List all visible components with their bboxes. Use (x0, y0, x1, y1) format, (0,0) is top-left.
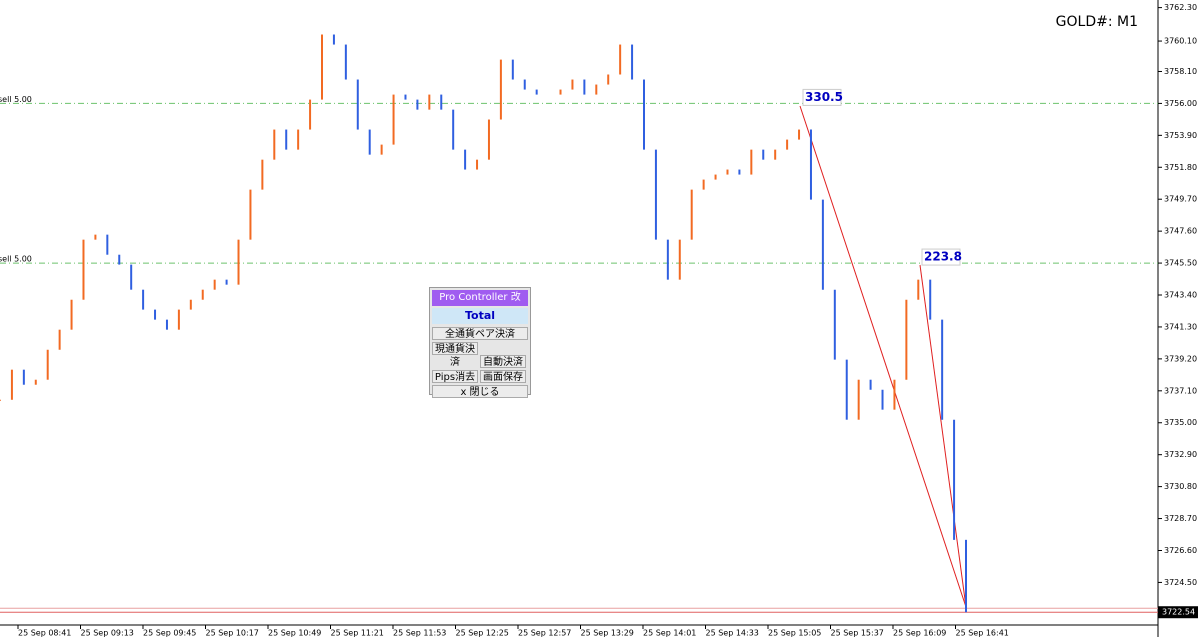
button[interactable]: Pips消去 (432, 370, 478, 383)
x-tick-label: 25 Sep 15:37 (831, 629, 884, 637)
y-tick-label: 3735.00 (1164, 418, 1197, 427)
x-tick-label: 25 Sep 14:33 (706, 629, 759, 637)
y-tick-label: 3743.40 (1164, 291, 1197, 300)
y-tick-label: 3741.30 (1164, 322, 1197, 331)
sell-level-label: sell 5.00 (0, 255, 32, 264)
x-tick-label: 25 Sep 16:41 (956, 629, 1009, 637)
x-tick-label: 25 Sep 12:57 (518, 629, 571, 637)
y-tick-label: 3760.10 (1164, 37, 1197, 46)
y-tick-label: 3724.50 (1164, 578, 1197, 587)
button[interactable]: x 閉じる (432, 385, 528, 398)
x-tick-label: 25 Sep 13:29 (581, 629, 634, 637)
x-tick-label: 25 Sep 11:21 (331, 629, 384, 637)
pips-box (802, 88, 842, 106)
x-tick-label: 25 Sep 15:05 (768, 629, 821, 637)
x-tick-label: 25 Sep 16:09 (893, 629, 946, 637)
x-tick-label: 25 Sep 10:49 (268, 629, 321, 637)
x-tick-label: 25 Sep 14:01 (643, 629, 696, 637)
pro-controller-panel: Pro Controller 改 Total 554.3pips 全通貨ペア決済… (429, 287, 531, 398)
y-tick-label: 3732.90 (1164, 450, 1197, 459)
pips-label: 330.5 (805, 90, 843, 104)
measure-line (799, 105, 967, 608)
x-tick-label: 25 Sep 11:53 (393, 629, 446, 637)
y-tick-label: 3726.60 (1164, 546, 1197, 555)
current-price-label: 3722.54 (1162, 608, 1195, 617)
y-tick-label: 3749.70 (1164, 195, 1197, 204)
button[interactable]: 画面保存 (480, 370, 526, 383)
measure-line (919, 264, 967, 608)
y-tick-label: 3730.80 (1164, 482, 1197, 491)
x-tick-label: 25 Sep 08:41 (18, 629, 71, 637)
y-tick-label: 3747.60 (1164, 227, 1197, 236)
x-tick-label: 25 Sep 10:17 (206, 629, 259, 637)
x-tick-label: 25 Sep 12:25 (456, 629, 509, 637)
button[interactable]: 自動決済 (480, 355, 526, 368)
panel-title: Pro Controller 改 (432, 290, 528, 306)
y-tick-label: 3756.00 (1164, 99, 1197, 108)
y-tick-label: 3762.30 (1164, 3, 1197, 12)
y-tick-label: 3753.90 (1164, 131, 1197, 140)
panel-total: Total 554.3pips (432, 308, 528, 338)
y-tick-label: 3739.20 (1164, 354, 1197, 363)
y-tick-label: 3758.10 (1164, 67, 1197, 76)
y-tick-label: 3745.50 (1164, 259, 1197, 268)
current-price-box (1158, 606, 1198, 619)
button[interactable]: 全通貨ペア決済 (432, 327, 528, 340)
pips-label: 223.8 (924, 250, 962, 264)
pips-box (921, 248, 961, 266)
y-tick-label: 3737.10 (1164, 386, 1197, 395)
x-tick-label: 25 Sep 09:13 (81, 629, 134, 637)
y-tick-label: 3728.70 (1164, 514, 1197, 523)
chart-title: GOLD#: M1 (1056, 14, 1138, 30)
sell-level-label: sell 5.00 (0, 95, 32, 104)
button[interactable]: 現通貨決済 (432, 342, 478, 368)
x-tick-label: 25 Sep 09:45 (143, 629, 196, 637)
y-tick-label: 3751.80 (1164, 163, 1197, 172)
